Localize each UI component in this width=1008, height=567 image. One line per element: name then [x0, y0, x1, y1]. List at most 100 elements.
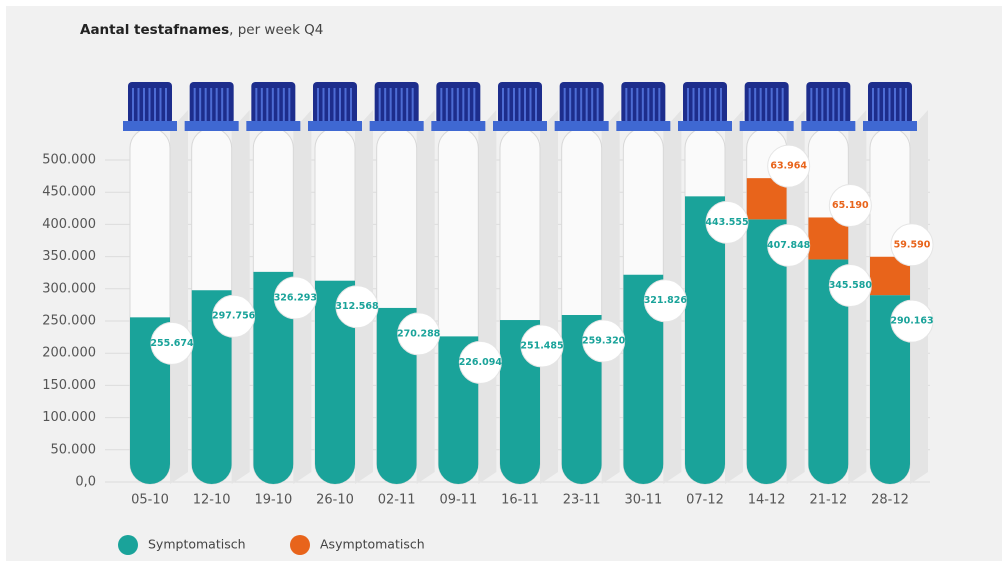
- cap-stripe: [585, 88, 588, 122]
- y-tick-label: 0,0: [75, 475, 96, 490]
- cap-stripe: [529, 88, 532, 122]
- cap-stripe: [199, 88, 202, 122]
- cap-stripe: [193, 88, 196, 122]
- label-bubble: [828, 183, 872, 227]
- y-tick-label: 250.000: [42, 314, 96, 329]
- cap-stripe: [905, 88, 907, 122]
- value-label: 443.555: [705, 217, 748, 228]
- legend-swatch: [118, 535, 138, 555]
- cap-stripe: [467, 88, 470, 122]
- cap-stripe: [748, 88, 751, 122]
- cap-stripe: [384, 88, 387, 122]
- cap-stripe: [462, 88, 465, 122]
- cap-stripe: [563, 88, 566, 122]
- cap-stripe: [215, 88, 218, 122]
- cap-stripe: [502, 88, 504, 122]
- cap-stripe: [282, 88, 285, 122]
- cap-stripe: [513, 88, 515, 122]
- label-bubble: [643, 279, 687, 323]
- cap-stripe: [339, 88, 341, 122]
- cap-stripe: [473, 88, 476, 122]
- cap-stripe: [883, 88, 885, 122]
- cap-stripe: [770, 88, 773, 122]
- y-tick-label: 350.000: [42, 249, 96, 264]
- cap-stripe: [580, 88, 583, 122]
- cap-stripe: [703, 88, 706, 122]
- legend-label: Asymptomatisch: [320, 537, 425, 552]
- cap-stripe: [260, 88, 263, 122]
- cap-stripe: [411, 88, 414, 122]
- cap-stripe: [406, 88, 409, 122]
- x-tick-label: 12-10: [193, 493, 231, 508]
- cap-stripe: [776, 88, 779, 122]
- cap-stripe: [625, 88, 628, 122]
- x-tick-label: 02-11: [378, 493, 416, 508]
- label-bubble: [335, 285, 379, 329]
- x-tick-label: 16-11: [501, 493, 539, 508]
- cap-stripe: [714, 88, 717, 122]
- tube-shadow: [540, 110, 558, 484]
- cap-stripe: [456, 88, 459, 122]
- cap-stripe: [815, 88, 818, 122]
- cap-stripe: [143, 88, 145, 122]
- title-suffix: , per week Q4: [229, 22, 323, 38]
- value-label: 326.293: [274, 292, 317, 303]
- cap-stripe: [709, 88, 711, 122]
- cap-stripe: [652, 88, 655, 122]
- cap-stripe: [754, 88, 757, 122]
- label-bubble: [828, 263, 872, 307]
- title: Aantal testafnames: [80, 22, 229, 38]
- cap-band: [678, 121, 732, 131]
- cap-band: [493, 121, 547, 131]
- label-bubble: [705, 200, 749, 244]
- x-tick-label: 26-10: [316, 493, 354, 508]
- legend-label: Symptomatisch: [148, 537, 246, 552]
- cap-band: [184, 121, 239, 131]
- cap-stripe: [344, 88, 347, 122]
- label-bubble: [150, 321, 194, 365]
- cap-stripe: [687, 88, 689, 122]
- cap-stripe: [132, 88, 134, 122]
- y-tick-label: 300.000: [42, 281, 96, 296]
- x-tick-label: 09-11: [439, 493, 477, 508]
- x-tick-label: 23-11: [563, 493, 601, 508]
- label-bubble: [582, 319, 626, 363]
- y-tick-label: 150.000: [42, 378, 96, 393]
- tube-shadow: [416, 110, 435, 484]
- label-bubble: [767, 144, 811, 188]
- tube-shadow: [478, 110, 497, 484]
- cap-stripe: [322, 88, 325, 122]
- label-bubble: [397, 312, 441, 356]
- label-bubble: [458, 340, 502, 384]
- cap-stripe: [221, 88, 224, 122]
- label-bubble: [890, 223, 934, 267]
- x-tick-label: 07-12: [686, 493, 724, 508]
- y-tick-label: 200.000: [42, 346, 96, 361]
- value-label: 63.964: [770, 161, 807, 172]
- label-bubble: [767, 223, 811, 267]
- value-label: 226.094: [459, 357, 503, 368]
- cap-stripe: [148, 88, 151, 122]
- cap-stripe: [226, 88, 229, 122]
- cap-stripe: [698, 88, 700, 122]
- cap-stripe: [591, 88, 594, 122]
- cap-stripe: [535, 88, 537, 122]
- cap-band: [246, 121, 301, 131]
- cap-stripe: [832, 88, 835, 122]
- cap-band: [554, 121, 609, 131]
- cap-stripe: [395, 88, 398, 122]
- y-tick-label: 50.000: [51, 442, 97, 457]
- cap-band: [739, 121, 794, 131]
- x-tick-label: 14-12: [748, 493, 786, 508]
- label-bubble: [212, 294, 256, 338]
- x-tick-label: 19-10: [254, 493, 292, 508]
- cap-stripe: [630, 88, 633, 122]
- cap-stripe: [647, 88, 650, 122]
- cap-stripe: [507, 88, 510, 122]
- cap-stripe: [277, 88, 280, 122]
- cap-stripe: [692, 88, 695, 122]
- cap-stripe: [165, 88, 167, 122]
- cap-stripe: [826, 88, 829, 122]
- label-bubble: [520, 324, 564, 368]
- cap-stripe: [888, 88, 891, 122]
